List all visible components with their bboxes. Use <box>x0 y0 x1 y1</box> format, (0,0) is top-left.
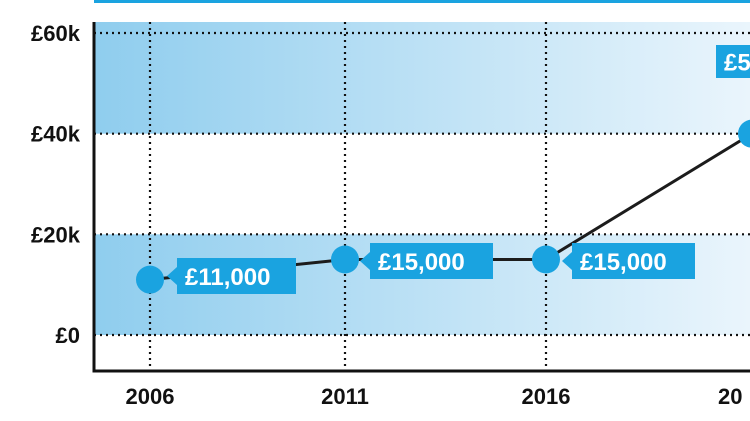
data-label: £5 <box>716 45 750 78</box>
y-tick-label: £60k <box>31 21 81 46</box>
x-axis-tick-labels: 2006 2011 2016 20 <box>126 384 743 409</box>
x-tick-label: 20 <box>718 384 742 409</box>
top-rule <box>94 0 750 3</box>
x-tick-label: 2006 <box>126 384 175 409</box>
y-tick-label: £40k <box>31 122 81 147</box>
x-tick-label: 2016 <box>522 384 571 409</box>
data-label-text: £15,000 <box>580 249 667 276</box>
x-tick-label: 2011 <box>321 384 369 409</box>
data-point <box>738 119 750 148</box>
data-label-text: £5 <box>724 50 750 77</box>
data-labels: £11,000 £15,000 £15,000 £5 <box>167 45 750 294</box>
data-label-text: £11,000 <box>185 264 270 291</box>
data-label: £15,000 <box>562 243 695 279</box>
data-label: £11,000 <box>167 258 296 294</box>
data-label-text: £15,000 <box>378 249 465 276</box>
y-tick-label: £20k <box>31 222 81 247</box>
gridlines <box>94 22 750 371</box>
band-upper <box>94 22 750 134</box>
data-point <box>331 245 359 274</box>
data-label: £15,000 <box>360 243 493 279</box>
y-axis-tick-labels: £0 £20k £40k £60k <box>31 21 81 348</box>
data-point <box>136 265 164 294</box>
axes <box>92 22 750 373</box>
y-tick-label: £0 <box>56 323 80 348</box>
data-point <box>532 245 560 274</box>
data-points <box>136 119 750 294</box>
